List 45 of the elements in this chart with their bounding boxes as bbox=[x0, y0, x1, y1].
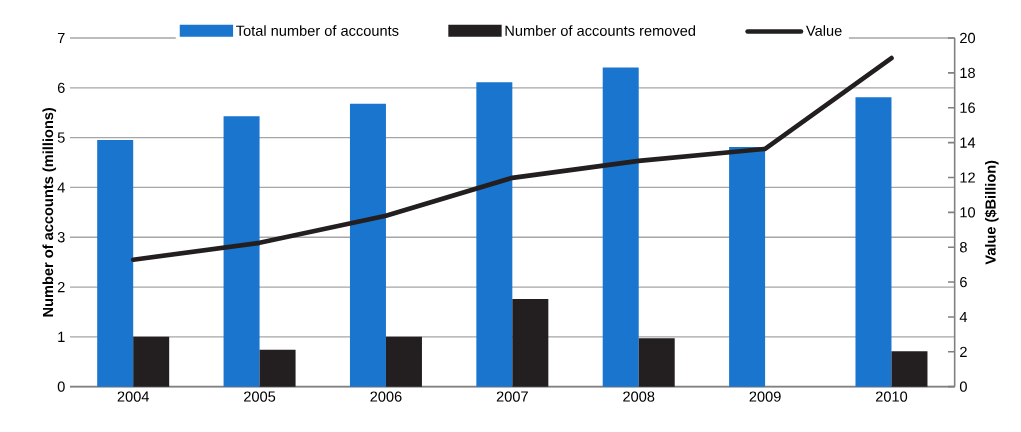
bar bbox=[638, 338, 675, 387]
y-tick-label: 1 bbox=[58, 331, 65, 342]
y-tick-label: 4 bbox=[57, 182, 65, 193]
legend-label: Number of accounts removed bbox=[505, 25, 696, 36]
y2-tick-label: 16 bbox=[960, 102, 975, 113]
x-tick-label: 2010 bbox=[875, 391, 908, 402]
y-tick-label: 5 bbox=[57, 132, 65, 143]
y2-tick-label: 4 bbox=[959, 311, 968, 322]
y2-tick-label: 18 bbox=[960, 67, 975, 79]
y2-tick-label: 2 bbox=[960, 346, 967, 357]
bar bbox=[476, 82, 513, 387]
y-axis-title: Number of accounts (millions) bbox=[42, 107, 57, 317]
bar bbox=[891, 351, 928, 387]
bar bbox=[385, 336, 422, 387]
x-tick-label: 2008 bbox=[623, 391, 655, 402]
y2-tick-label: 14 bbox=[960, 137, 976, 148]
y-tick-label: 7 bbox=[57, 32, 65, 44]
y2-tick-label: 6 bbox=[960, 276, 967, 288]
bar bbox=[729, 147, 766, 387]
x-tick-label: 2007 bbox=[496, 391, 528, 402]
y2-tick-label: 12 bbox=[960, 172, 975, 183]
y-tick-label: 3 bbox=[57, 232, 65, 243]
bar bbox=[855, 97, 892, 387]
x-tick-label: 2004 bbox=[117, 391, 149, 402]
y2-tick-label: 0 bbox=[959, 381, 967, 392]
bar bbox=[223, 116, 260, 387]
x-tick-label: 2009 bbox=[749, 391, 781, 402]
y2-tick-label: 10 bbox=[960, 207, 976, 218]
x-tick-label: 2005 bbox=[244, 391, 276, 402]
y-tick-label: 2 bbox=[57, 281, 65, 293]
y-tick-label: 6 bbox=[57, 82, 65, 93]
line-series bbox=[130, 55, 894, 263]
bar bbox=[602, 67, 639, 387]
legend-label: Total number of accounts bbox=[236, 25, 399, 36]
bar bbox=[97, 140, 134, 387]
legend-label: Value bbox=[806, 25, 842, 36]
y2-tick-label: 20 bbox=[960, 32, 976, 44]
y-tick-label: 0 bbox=[57, 381, 65, 392]
bar bbox=[349, 103, 386, 387]
bar bbox=[259, 349, 296, 387]
y2-axis-title: Value ($Billion) bbox=[984, 160, 999, 265]
bar bbox=[512, 299, 549, 387]
y2-tick-label: 8 bbox=[959, 242, 967, 253]
bar bbox=[133, 336, 170, 387]
x-tick-label: 2006 bbox=[370, 391, 402, 402]
